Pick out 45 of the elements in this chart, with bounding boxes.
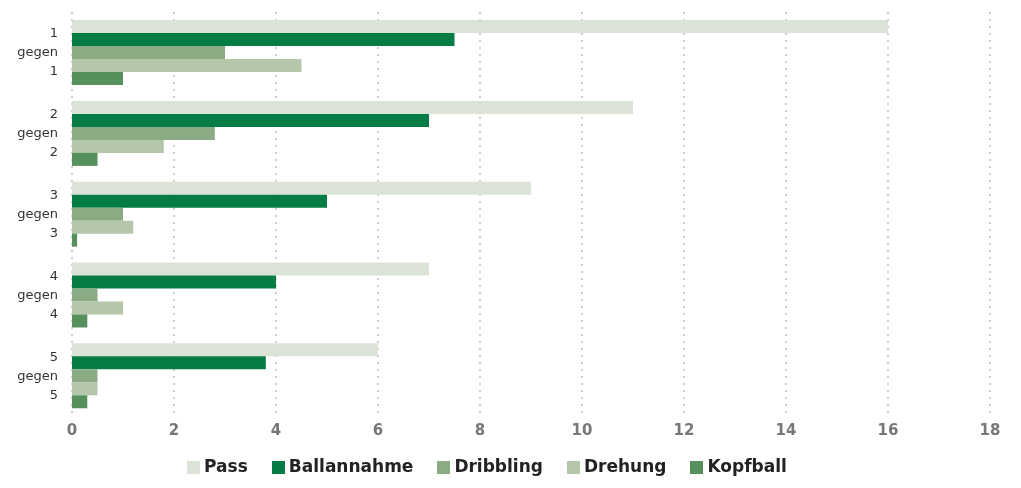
legend-label: Drehung	[583, 456, 667, 476]
bar	[72, 152, 98, 166]
bar	[72, 113, 429, 127]
x-tick-label: 2	[168, 420, 180, 439]
bar	[72, 139, 164, 153]
bar	[72, 288, 98, 302]
bar	[72, 220, 134, 234]
y-tick-label: 4 gegen 4	[17, 267, 58, 321]
bar	[72, 301, 123, 315]
bar	[72, 343, 378, 357]
legend-label: Dribbling	[454, 456, 543, 476]
bar	[72, 59, 302, 73]
bar	[72, 356, 266, 370]
bar	[72, 100, 633, 114]
bar	[72, 207, 123, 221]
bar	[72, 395, 88, 409]
bar	[72, 194, 327, 208]
bar	[72, 233, 78, 247]
bar	[72, 382, 98, 396]
x-tick-label: 10	[571, 420, 593, 439]
x-tick-label: 4	[270, 420, 282, 439]
y-tick-label: 5 gegen 5	[17, 348, 58, 402]
x-tick-label: 14	[775, 420, 797, 439]
bar	[72, 126, 215, 140]
bar	[72, 314, 88, 328]
bar	[72, 20, 888, 34]
legend-label: Kopfball	[707, 456, 787, 476]
legend-label: Ballannahme	[288, 456, 414, 476]
bar	[72, 369, 98, 383]
bar	[72, 262, 429, 276]
bar	[72, 181, 531, 195]
x-tick-label: 18	[979, 420, 1001, 439]
legend-label: Pass	[204, 456, 248, 476]
x-tick-label: 8	[474, 420, 486, 439]
bar	[72, 275, 276, 289]
y-tick-label: 2 gegen 2	[17, 105, 58, 159]
x-tick-label: 12	[673, 420, 695, 439]
x-tick-label: 0	[66, 420, 78, 439]
x-tick-label: 6	[372, 420, 384, 439]
bar	[72, 33, 455, 47]
bar	[72, 72, 123, 86]
y-tick-label: 1 gegen 1	[17, 24, 58, 78]
y-tick-label: 3 gegen 3	[17, 186, 58, 240]
bar	[72, 46, 225, 60]
x-tick-label: 16	[877, 420, 899, 439]
